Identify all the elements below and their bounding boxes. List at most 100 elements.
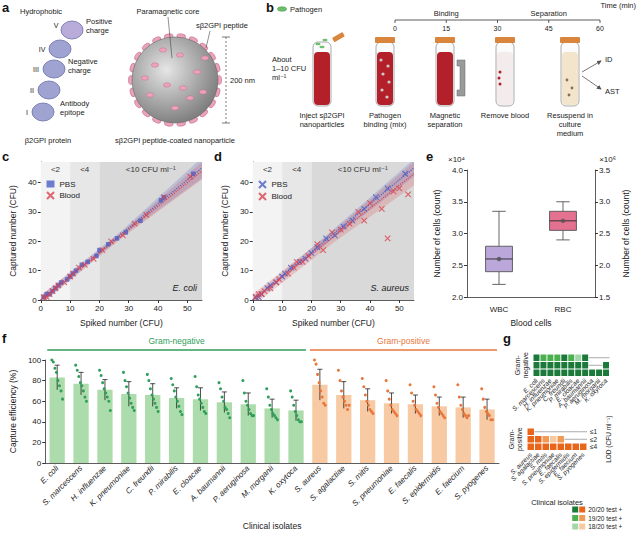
svg-text:3.5: 3.5	[452, 197, 464, 206]
svg-text:S. pyogenes: S. pyogenes	[555, 450, 587, 482]
svg-text:20: 20	[240, 237, 249, 246]
svg-text:PBS: PBS	[60, 180, 76, 189]
svg-text:Gram-positive: Gram-positive	[377, 336, 430, 346]
svg-text:ID: ID	[605, 55, 613, 64]
svg-text:Antibodyepitope: Antibodyepitope	[60, 99, 89, 117]
svg-text:Binding: Binding	[434, 9, 459, 18]
svg-text:IV: IV	[39, 46, 46, 53]
svg-text:Blood: Blood	[272, 192, 292, 201]
svg-text:Positivecharge: Positivecharge	[86, 17, 112, 35]
svg-text:2.5: 2.5	[599, 229, 611, 238]
svg-text:AST: AST	[605, 87, 620, 96]
svg-text:1.5: 1.5	[599, 293, 611, 302]
svg-text:≤1: ≤1	[590, 428, 598, 435]
svg-text:Time (min): Time (min)	[600, 1, 636, 10]
svg-text:<10 CFU ml⁻¹: <10 CFU ml⁻¹	[338, 165, 388, 174]
svg-text:III: III	[33, 66, 39, 73]
svg-text:β2GPI protein: β2GPI protein	[25, 136, 71, 145]
svg-text:40: 40	[32, 417, 41, 426]
svg-text:<2: <2	[263, 165, 273, 174]
svg-text:positive: positive	[516, 427, 524, 451]
svg-text:<10 CFU ml⁻¹: <10 CFU ml⁻¹	[126, 165, 176, 174]
svg-text:Number of cells (count): Number of cells (count)	[432, 189, 442, 277]
svg-text:<4: <4	[292, 165, 302, 174]
svg-text:PBS: PBS	[272, 180, 288, 189]
svg-text:Pathogen: Pathogen	[290, 5, 322, 14]
svg-text:30: 30	[240, 207, 249, 216]
svg-text:18/20 test +: 18/20 test +	[588, 523, 622, 530]
svg-text:E. coli: E. coli	[172, 283, 198, 293]
svg-text:S. pneumoniae: S. pneumoniae	[350, 463, 395, 508]
svg-text:S. epidermidis: S. epidermidis	[400, 464, 442, 506]
svg-text:20: 20	[32, 438, 41, 447]
svg-text:Blood: Blood	[60, 191, 80, 200]
svg-text:Clinical isolates: Clinical isolates	[243, 521, 302, 531]
svg-text:Negativecharge: Negativecharge	[68, 57, 98, 75]
svg-text:20: 20	[307, 304, 316, 313]
svg-text:≤4: ≤4	[590, 443, 598, 450]
svg-text:50: 50	[395, 304, 404, 313]
svg-text:2.5: 2.5	[452, 261, 464, 270]
svg-text:sβ2GPI peptide: sβ2GPI peptide	[196, 21, 248, 30]
svg-text:40: 40	[240, 178, 249, 187]
svg-text:<4: <4	[80, 165, 90, 174]
svg-text:V: V	[54, 22, 59, 29]
svg-text:30: 30	[28, 207, 37, 216]
svg-text:Magneticseparation: Magneticseparation	[427, 111, 462, 129]
svg-text:0: 0	[39, 304, 44, 313]
svg-text:20: 20	[95, 304, 104, 313]
svg-text:0: 0	[251, 304, 256, 313]
svg-text:30: 30	[336, 304, 345, 313]
svg-text:10: 10	[28, 266, 37, 275]
svg-text:S. agalactiae: S. agalactiae	[308, 463, 347, 502]
svg-text:Captured number (CFU): Captured number (CFU)	[8, 185, 18, 277]
svg-text:20: 20	[28, 237, 37, 246]
svg-text:Inject sβ2GPInanoparticles: Inject sβ2GPInanoparticles	[299, 111, 344, 129]
svg-text:Spiked number (CFU): Spiked number (CFU)	[292, 318, 375, 328]
svg-text:K. oxytoca: K. oxytoca	[582, 377, 609, 404]
svg-text:4.0: 4.0	[452, 166, 464, 175]
svg-text:≤2: ≤2	[590, 436, 598, 443]
svg-text:Paramagnetic core: Paramagnetic core	[137, 7, 200, 16]
svg-text:Gram-negative: Gram-negative	[148, 336, 204, 346]
svg-text:3.0: 3.0	[599, 197, 611, 206]
svg-text:II: II	[30, 87, 34, 94]
svg-text:<2: <2	[51, 165, 61, 174]
svg-text:Gram-: Gram-	[508, 429, 515, 450]
svg-text:E. coli: E. coli	[39, 464, 61, 486]
svg-text:Capture efficiency (%): Capture efficiency (%)	[8, 370, 18, 454]
svg-text:80: 80	[32, 376, 41, 385]
svg-text:WBC: WBC	[490, 305, 509, 314]
svg-text:Clinical isolates: Clinical isolates	[531, 498, 583, 507]
svg-text:×10⁶: ×10⁶	[599, 155, 616, 164]
svg-text:Number of cells (count): Number of cells (count)	[621, 189, 631, 277]
svg-text:Blood cells: Blood cells	[510, 318, 551, 328]
svg-text:50: 50	[183, 304, 192, 313]
svg-text:S. aureus: S. aureus	[370, 283, 409, 293]
svg-text:×10⁴: ×10⁴	[448, 155, 466, 164]
svg-text:19/20 test +: 19/20 test +	[588, 515, 622, 522]
svg-text:RBC: RBC	[555, 305, 572, 314]
svg-text:10: 10	[240, 266, 249, 275]
svg-text:Spiked number (CFU): Spiked number (CFU)	[80, 318, 163, 328]
svg-text:S. pyogenes: S. pyogenes	[452, 464, 490, 502]
svg-text:30: 30	[124, 304, 133, 313]
svg-text:2.0: 2.0	[599, 261, 611, 270]
svg-text:60: 60	[32, 397, 41, 406]
svg-text:0: 0	[32, 296, 37, 305]
svg-text:30: 30	[494, 25, 502, 32]
svg-text:15: 15	[442, 25, 450, 32]
svg-text:100: 100	[28, 356, 42, 365]
svg-text:60: 60	[596, 25, 604, 32]
svg-text:K. pneumoniae: K. pneumoniae	[88, 463, 133, 508]
svg-text:10: 10	[278, 304, 287, 313]
svg-text:sβ2GPI peptide-coated nanopart: sβ2GPI peptide-coated nanoparticle	[115, 136, 235, 145]
svg-text:45: 45	[545, 25, 553, 32]
svg-text:0: 0	[244, 296, 249, 305]
svg-text:20/20 test +: 20/20 test +	[588, 506, 622, 513]
svg-text:2.0: 2.0	[452, 293, 464, 302]
svg-text:3.5: 3.5	[599, 166, 611, 175]
svg-text:Captured number (CFU): Captured number (CFU)	[220, 185, 230, 277]
svg-text:Resuspend inculturemedium: Resuspend inculturemedium	[547, 111, 593, 138]
svg-text:200 nm: 200 nm	[230, 76, 255, 85]
